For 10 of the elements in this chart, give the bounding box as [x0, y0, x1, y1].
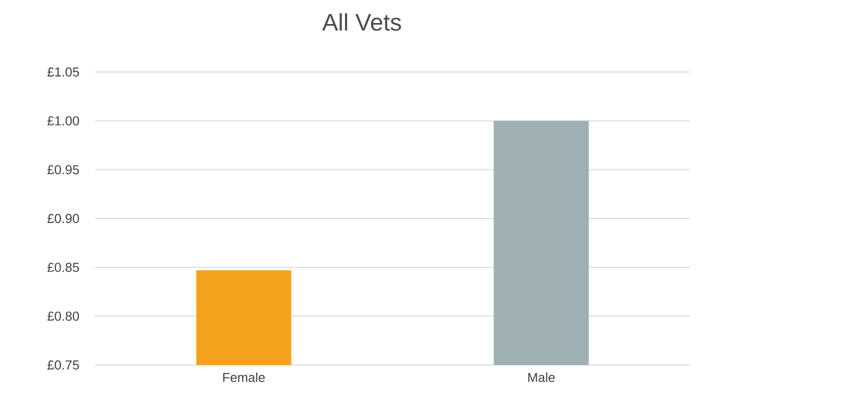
- y-tick-label: £0.75: [47, 360, 79, 370]
- y-tick-label: £1.00: [47, 116, 79, 126]
- chart-title: All Vets: [322, 13, 402, 31]
- y-tick-label: £0.95: [47, 165, 79, 174]
- y-tick-label: £0.85: [47, 262, 79, 272]
- x-tick-label: Male: [528, 372, 555, 382]
- y-tick-label: £1.05: [47, 67, 79, 77]
- y-tick-label: £0.90: [47, 214, 79, 224]
- x-tick-label: Female: [223, 372, 265, 382]
- y-tick-label: £0.80: [47, 312, 79, 321]
